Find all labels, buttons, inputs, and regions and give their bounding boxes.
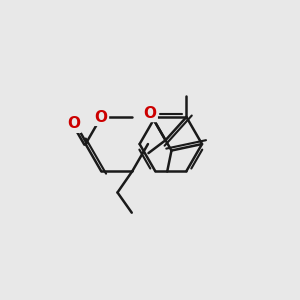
Text: O: O (94, 110, 108, 124)
Text: O: O (143, 106, 156, 121)
Text: O: O (68, 116, 80, 131)
